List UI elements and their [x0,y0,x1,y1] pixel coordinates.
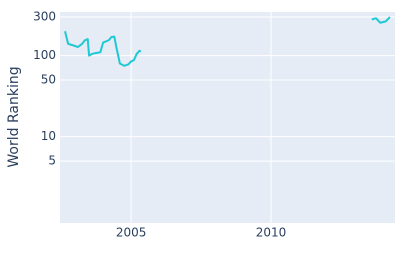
x-tick-label: 2010 [256,226,287,240]
y-tick-label: 300 [33,10,56,24]
plot-area [60,12,395,223]
x-tick-label: 2005 [116,226,147,240]
y-tick-label: 100 [33,48,56,62]
y-tick-label: 50 [41,73,56,87]
y-axis-title: World Ranking [6,66,22,167]
line [64,16,391,67]
y-tick-label: 5 [48,154,56,168]
y-tick-label: 10 [41,129,56,143]
